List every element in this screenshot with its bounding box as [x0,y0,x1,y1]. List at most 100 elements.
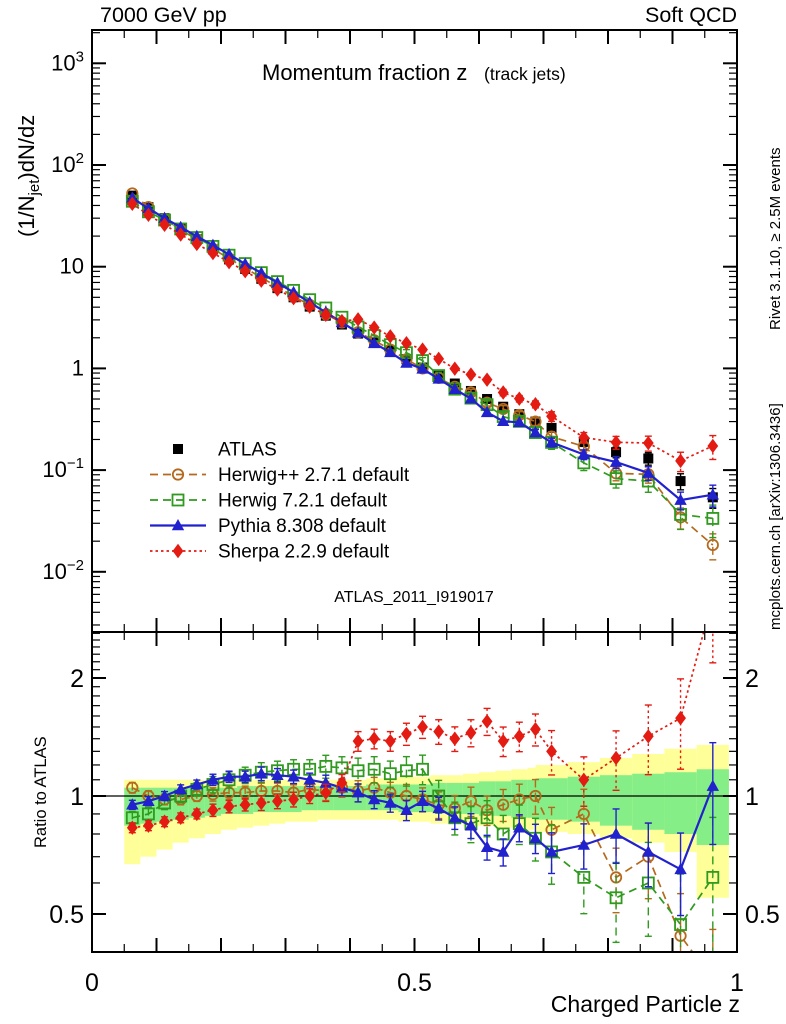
series-sherpa-marker [546,409,557,424]
series-sherpa-marker [513,391,525,406]
series-pythia-marker [609,455,623,467]
series-herwig7-ratio-marker [674,918,687,931]
series-herwig7-marker [706,512,720,525]
series-sherpa-ratio-marker [159,814,170,829]
series-pythia-marker [480,405,494,418]
series-pythia-marker [255,266,268,278]
series-sherpa-marker [675,453,686,469]
series-pythia-ratio-marker [529,831,542,844]
series-sherpa-marker [223,254,235,270]
ratio-y-tick-label: 2 [70,665,84,693]
main-y-tick-label: 10−1 [42,455,84,482]
main-y-tick-label: 103 [51,48,84,75]
legend-marker-herwigpp [171,468,185,481]
series-pythia-ratio-marker [674,862,687,875]
series-pythia-ratio-marker [142,794,155,806]
series-pythia-marker [416,362,429,374]
main-panel-series [125,187,720,561]
header-process-group: Soft QCD [645,3,737,27]
series-pythia-ratio-marker [384,796,397,808]
series-sherpa-marker [578,430,590,445]
x-axis-label: Charged Particle z [551,991,740,1017]
series-pythia-marker [174,220,187,233]
series-sherpa-marker [255,273,267,288]
series-pythia-marker [545,435,558,448]
main-y-axis-label: (1/Njet)dN/dz [14,115,43,237]
header-beam-energy: 7000 GeV pp [100,3,227,27]
series-sherpa-ratio-marker [320,785,332,800]
series-sherpa-ratio-marker [368,731,380,746]
series-sherpa-marker [417,342,428,357]
series-sherpa-marker [288,291,299,306]
series-sherpa-ratio-marker [223,799,235,814]
legend-marker-pythia [171,519,185,531]
series-sherpa-ratio-marker [304,788,316,804]
series-sherpa-ratio-marker [530,722,541,737]
series-pythia-marker [577,447,591,460]
series-sherpa-ratio-marker [642,729,654,744]
series-sherpa-ratio-marker [578,772,590,787]
ratio-y-tick-label-right: 1 [745,783,759,811]
series-pythia-ratio-marker [545,845,558,857]
series-pythia-marker [400,356,413,368]
series-sherpa-marker [449,361,461,376]
legend-marker-herwig7 [171,493,185,507]
x-tick-label: 1 [730,969,744,997]
series-pythia-ratio-marker [367,792,381,805]
legend-marker-atlas [173,444,183,454]
series-herwig7-ratio-marker [351,764,365,778]
ratio-panel-series [125,632,720,952]
series-sherpa-marker [642,435,654,451]
series-sherpa-ratio-marker [675,710,686,726]
series-pythia-ratio-marker [222,770,236,782]
series-sherpa-marker [481,372,493,387]
series-sherpa-ratio-marker [352,733,364,749]
series-pythia-marker [206,238,220,250]
series-pythia-ratio-marker [448,811,462,823]
series-herwigpp-ratio-marker [577,807,590,821]
plot-title: Momentum fraction z [262,60,467,85]
series-sherpa-marker [159,217,170,233]
series-herwigpp-ratio-marker [529,789,542,803]
series-sherpa-marker [143,207,154,223]
ratio-y-tick-label-right: 2 [745,665,759,693]
series-pythia-ratio-marker [287,770,300,782]
band-green [462,782,479,814]
series-sherpa-marker [272,282,283,297]
series-pythia-ratio-marker [464,819,478,831]
series-pythia-marker [384,345,397,358]
series-pythia-ratio-marker [496,845,510,857]
series-sherpa-ratio-marker [288,792,299,807]
series-pythia-marker [496,414,510,427]
series-sherpa-ratio-marker [401,726,412,742]
series-sherpa-marker [465,367,477,382]
series-herwig7-ratio-marker [706,870,720,884]
analysis-watermark: ATLAS_2011_I919017 [334,589,494,606]
series-pythia-marker [222,247,236,260]
series-sherpa-ratio-marker [481,714,493,729]
series-sherpa-marker [530,397,541,412]
series-sherpa-ratio-marker [417,719,428,735]
series-pythia-ratio-marker [351,786,365,798]
series-pythia-marker [529,426,542,438]
series-pythia-marker [513,415,526,428]
series-pythia-ratio-marker [174,782,187,795]
series-sherpa-marker [610,435,622,450]
series-sherpa-marker [175,227,187,242]
series-pythia-ratio-marker [126,798,139,810]
series-pythia-marker [432,372,445,384]
series-herwigpp-marker [706,538,719,552]
series-sherpa-marker [707,438,719,454]
series-pythia-ratio-marker [609,827,623,839]
series-atlas-marker [611,447,622,458]
ratio-y-tick-label: 1 [70,783,84,811]
series-sherpa-ratio-marker [336,775,348,791]
main-y-tick-label: 1 [72,355,84,380]
series-sherpa-ratio-marker [465,725,477,740]
series-sherpa-ratio-marker [126,820,138,835]
ratio-y-axis-label: Ratio to ATLAS [32,736,50,848]
series-sherpa-marker [191,236,203,252]
